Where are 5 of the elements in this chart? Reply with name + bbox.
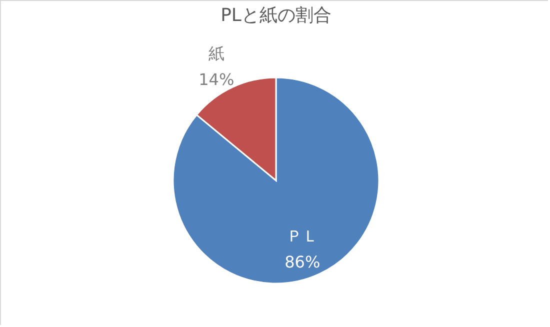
data-label: 86% <box>284 252 320 272</box>
slice-label: 紙 <box>208 44 224 63</box>
chart-title: PLと紙の割合 <box>220 5 332 26</box>
slice-label: ＰＬ <box>286 226 318 246</box>
data-label: 14% <box>198 70 234 89</box>
